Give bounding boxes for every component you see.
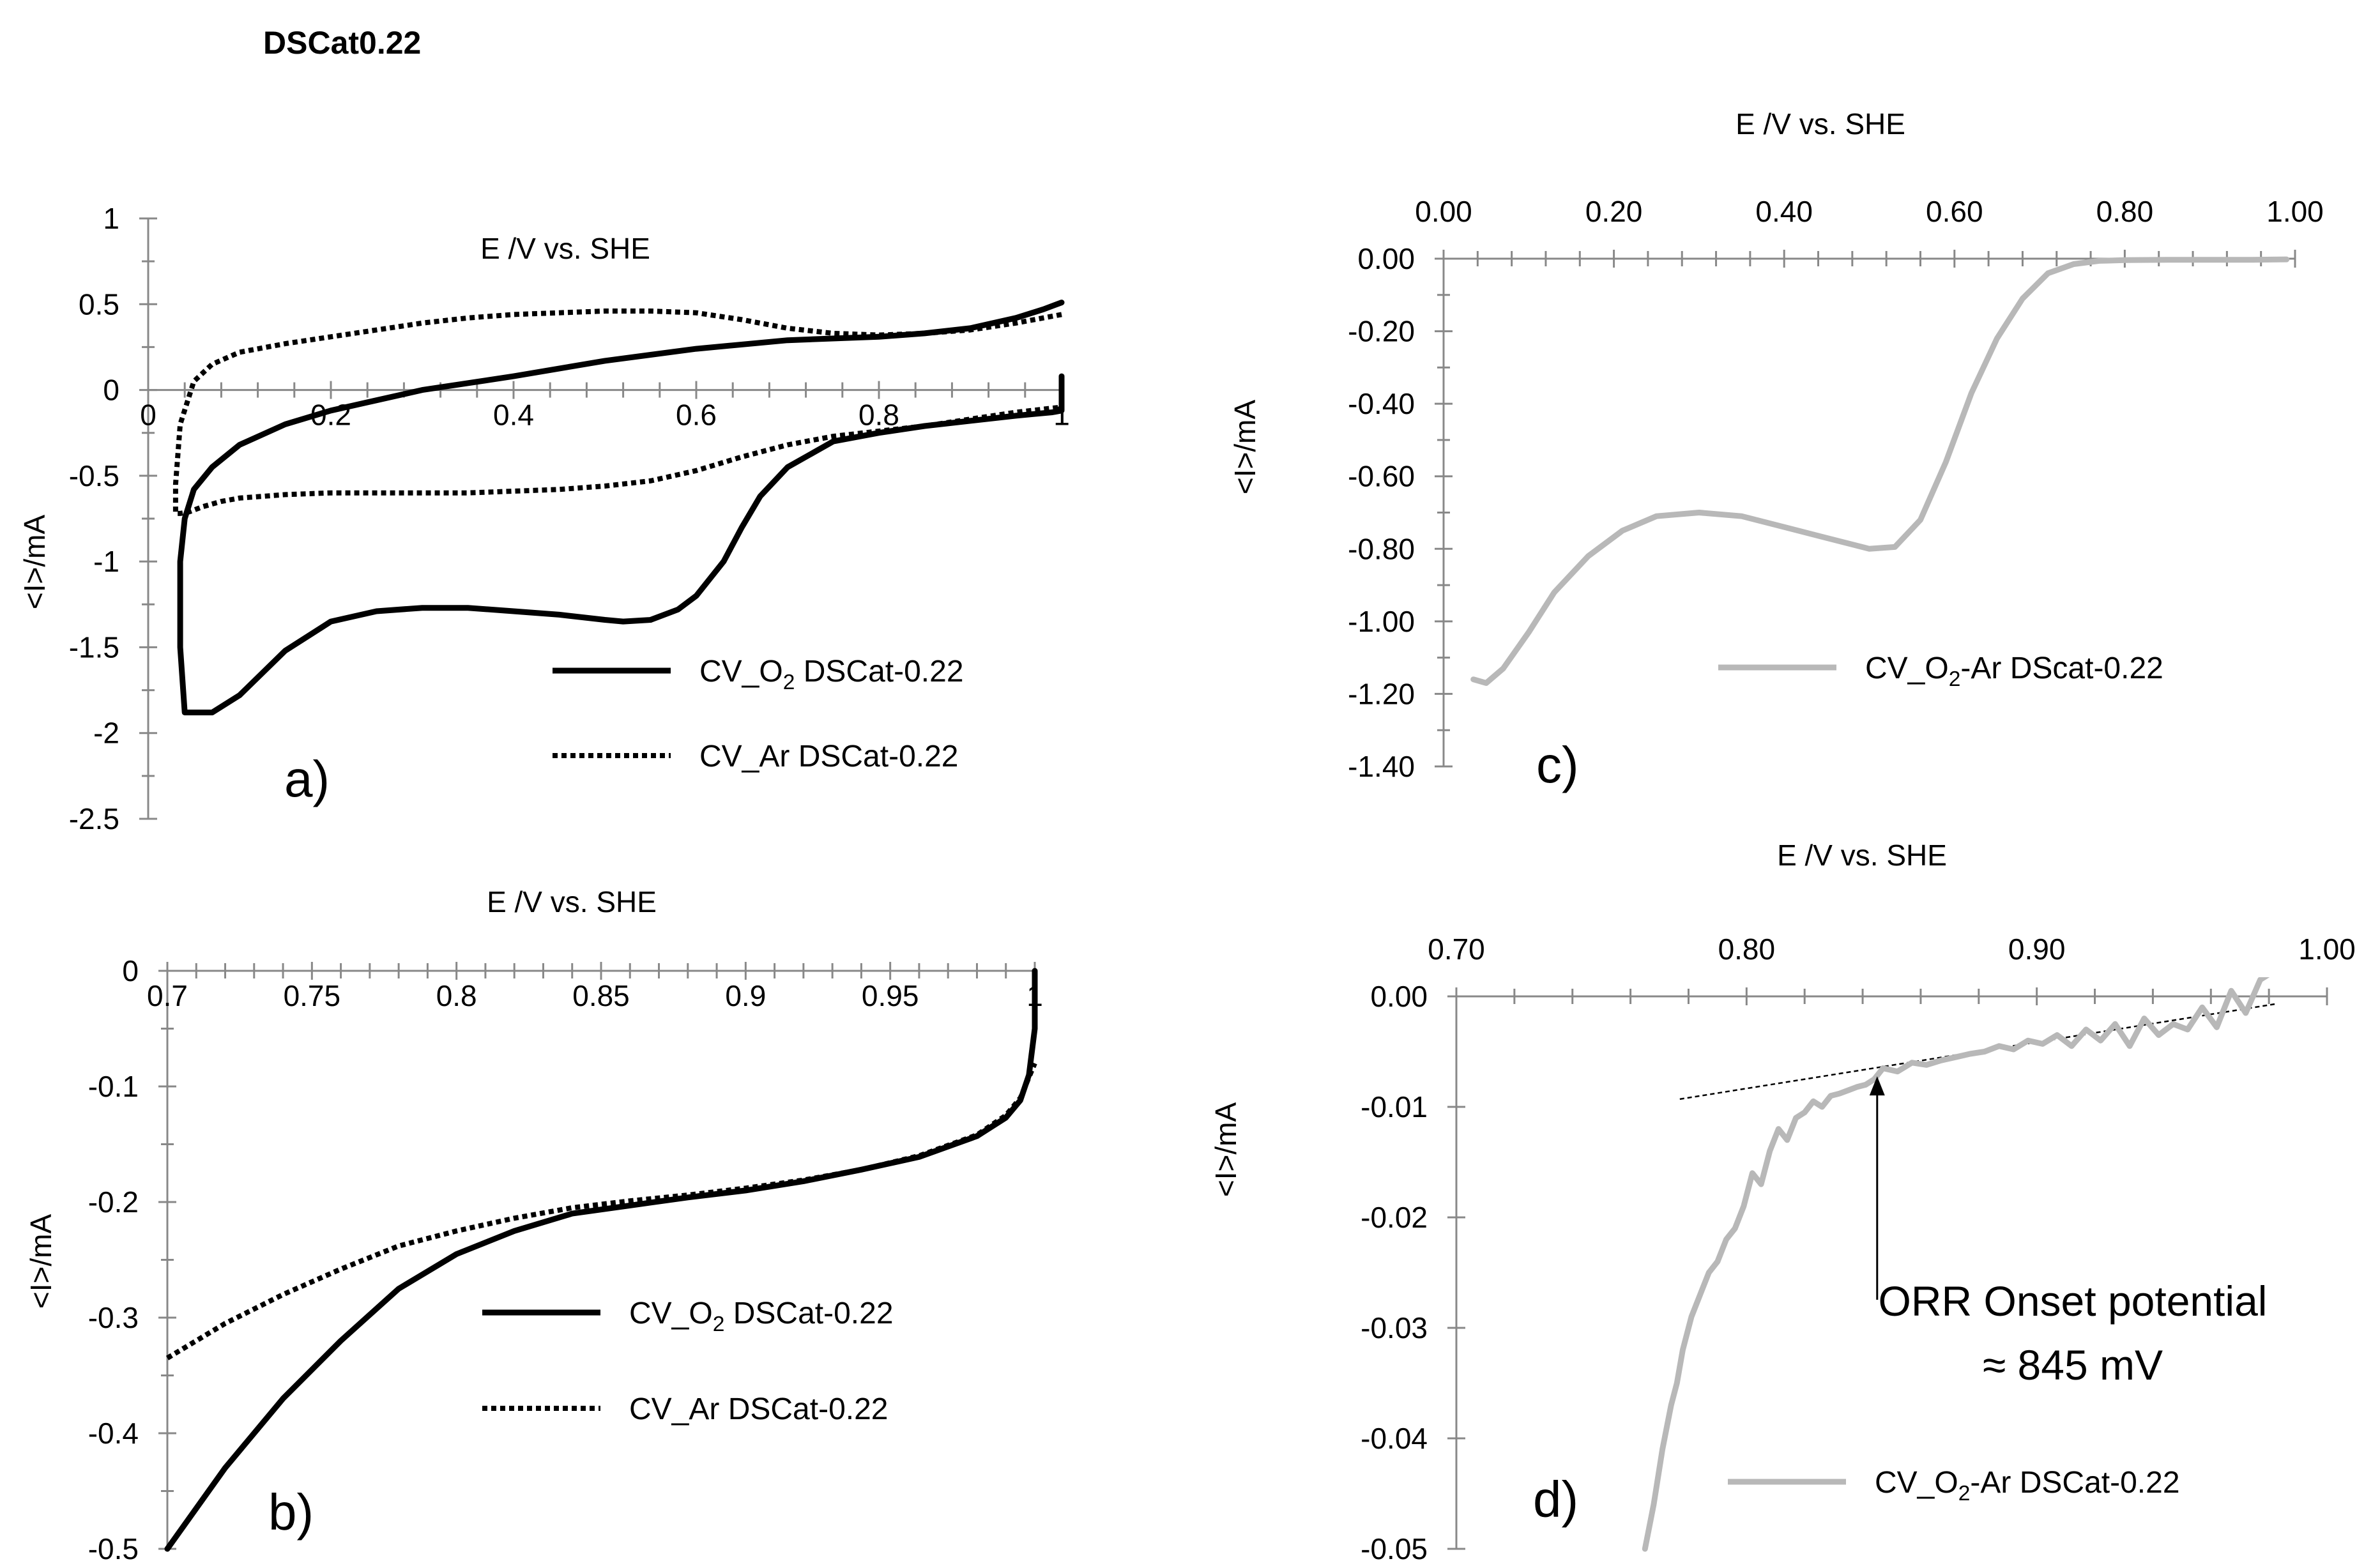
series-line-1 [1642, 977, 2270, 1552]
x-tick-label: 0.60 [1926, 195, 1983, 228]
y-tick-label: -0.40 [1348, 387, 1415, 420]
x-axis-title: E /V vs. SHE [480, 232, 650, 265]
x-tick-label: 0.6 [676, 399, 717, 432]
legend-label-1: CV_O2-Ar DSCat-0.22 [1875, 1466, 2180, 1505]
y-tick-label: -0.5 [69, 459, 119, 492]
x-tick-label: 0.8 [858, 399, 899, 432]
y-axis-title: <I>/mA [1228, 400, 1262, 495]
y-tick-label: -0.5 [88, 1532, 139, 1565]
y-tick-label: -1.20 [1348, 677, 1415, 710]
x-tick-label: 0.95 [862, 979, 919, 1012]
y-axis-title: <I>/mA [24, 1214, 57, 1309]
y-tick-label: -1 [93, 545, 119, 578]
y-tick-label: 0.5 [79, 287, 119, 321]
y-tick-label: -1.5 [69, 630, 119, 664]
panel-label: b) [268, 1484, 314, 1541]
y-tick-label: -0.1 [88, 1070, 139, 1103]
legend-label-2: CV_Ar DSCat-0.22 [629, 1392, 889, 1426]
y-tick-label: 0.00 [1357, 242, 1415, 275]
y-tick-label: 1 [103, 202, 119, 235]
x-axis-title: E /V vs. SHE [1777, 839, 1947, 872]
x-tick-label: 0.20 [1585, 195, 1643, 228]
legend-label-main: CV_O [629, 1297, 713, 1330]
y-tick-label: 0 [122, 954, 139, 987]
x-tick-label: 0.80 [2096, 195, 2154, 228]
annotation-line-1: ORR Onset potential [1879, 1277, 2268, 1325]
y-axis-title: <I>/mA [18, 515, 51, 610]
legend-label-main: CV_O [1875, 1466, 1958, 1500]
legend-label-subscript: 2 [1958, 1482, 1971, 1505]
figure-title: DSCat0.22 [263, 25, 422, 61]
legend-label-main: CV_O [1865, 651, 1949, 685]
series-line-2 [172, 308, 1062, 516]
y-tick-label: 0.00 [1370, 980, 1428, 1013]
y-tick-label: -0.01 [1361, 1090, 1428, 1123]
x-tick-label: 0.40 [1755, 195, 1813, 228]
legend-label-rest: -Ar DSCat-0.22 [1970, 1466, 2179, 1500]
chart-panel-1: 10.50-0.5-1-1.5-2-2.50 0.2 0.4 0.6 0.8 1E /V … [18, 202, 1070, 835]
y-tick-label: -0.03 [1361, 1311, 1428, 1344]
chart-panel-2: 0 -0.1 -0.2 -0.3 -0.4 -0.5 0.7 0.75 0.8 0.85 0.9 0.… [24, 885, 1043, 1565]
legend-label-main: CV_Ar DSCat-0.22 [699, 740, 959, 773]
legend-label-subscript: 2 [783, 671, 795, 694]
x-tick-label: 0.8 [436, 979, 477, 1012]
x-tick-label: 0.85 [572, 979, 630, 1012]
y-tick-label: 0 [103, 374, 119, 407]
x-tick-label: 0.4 [493, 399, 534, 432]
chart-panel-4: 0.00 -0.01 -0.02 -0.03 -0.04 -0.05 0.70 0.80 0.9… [1209, 839, 2356, 1565]
legend-label-subscript: 2 [1949, 667, 1961, 691]
y-tick-label: -0.80 [1348, 532, 1415, 565]
panel-label: c) [1536, 736, 1579, 793]
annotation-line-2: ≈ 845 mV [1983, 1341, 2163, 1389]
y-tick-label: -0.4 [88, 1417, 139, 1450]
legend-label-rest: DSCat-0.22 [795, 655, 963, 689]
series-line-1 [164, 968, 1038, 1552]
y-tick-label: -0.3 [88, 1301, 139, 1334]
y-tick-label: -0.2 [88, 1185, 139, 1219]
chart-panel-3: 0.00 -0.20 -0.40 -0.60 -0.80 -1.00 -1.20 -1.40 0… [1228, 107, 2324, 793]
y-tick-label: -0.02 [1361, 1201, 1428, 1234]
x-tick-label: 1.00 [2298, 932, 2356, 966]
x-tick-label: 0.9 [725, 979, 766, 1012]
series-line-2 [165, 1062, 1037, 1360]
y-tick-label: -2.5 [69, 802, 119, 835]
x-tick-label: 0.80 [1718, 932, 1776, 966]
onset-arrow-head [1869, 1076, 1885, 1096]
y-axis-title: <I>/mA [1209, 1102, 1242, 1198]
legend-label-2: CV_Ar DSCat-0.22 [699, 740, 959, 773]
x-tick-label: 0.70 [1428, 932, 1485, 966]
x-tick-label: 0.7 [147, 979, 188, 1012]
x-axis-title: E /V vs. SHE [1735, 107, 1905, 141]
legend-label-rest: -Ar DScat-0.22 [1960, 651, 2163, 685]
legend-label-main: CV_Ar DSCat-0.22 [629, 1392, 889, 1426]
x-axis-title: E /V vs. SHE [487, 885, 657, 918]
x-tick-label: 0 [140, 399, 156, 432]
x-tick-label: 1.00 [2266, 195, 2324, 228]
y-tick-label: -0.60 [1348, 460, 1415, 493]
series-line-1 [1470, 256, 2290, 686]
legend-label-1: CV_O2 DSCat-0.22 [699, 655, 964, 694]
legend-label-1: CV_O2 DSCat-0.22 [629, 1297, 894, 1336]
y-tick-label: -0.05 [1361, 1532, 1428, 1565]
y-tick-label: -0.20 [1348, 315, 1415, 348]
y-tick-label: -1.40 [1348, 750, 1415, 783]
panel-label: a) [284, 750, 330, 807]
x-tick-label: 0.00 [1415, 195, 1472, 228]
panel-label: d) [1533, 1471, 1578, 1528]
legend-label-1: CV_O2-Ar DScat-0.22 [1865, 651, 2163, 691]
x-tick-label: 0.75 [284, 979, 341, 1012]
legend-label-subscript: 2 [713, 1313, 725, 1336]
legend-label-rest: DSCat-0.22 [724, 1297, 893, 1330]
legend-label-main: CV_O [699, 655, 783, 689]
y-tick-label: -1.00 [1348, 605, 1415, 638]
y-tick-label: -2 [93, 717, 119, 750]
series-line-1 [177, 300, 1065, 715]
y-tick-label: -0.04 [1361, 1422, 1428, 1455]
x-tick-label: 0.90 [2008, 932, 2066, 966]
